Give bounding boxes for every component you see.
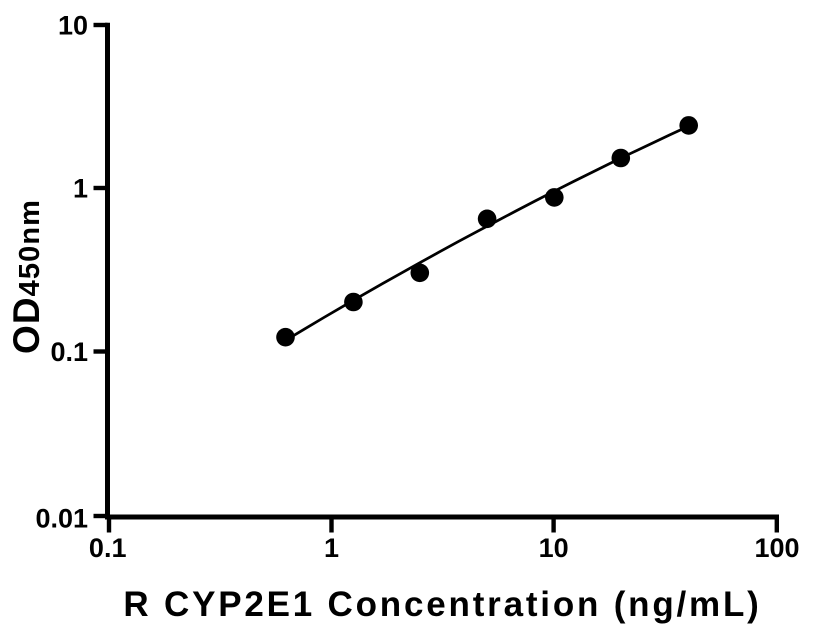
svg-text:R CYP2E1 Concentration (ng/mL): R CYP2E1 Concentration (ng/mL) [123, 585, 761, 624]
svg-text:0.01: 0.01 [35, 504, 88, 534]
svg-text:0.1: 0.1 [89, 533, 127, 563]
svg-text:1: 1 [73, 174, 88, 204]
svg-text:10: 10 [539, 533, 569, 563]
svg-text:10: 10 [58, 11, 88, 41]
svg-text:OD450nm: OD450nm [6, 199, 47, 354]
svg-text:100: 100 [754, 533, 799, 563]
svg-text:0.1: 0.1 [50, 337, 88, 367]
svg-text:1: 1 [324, 533, 339, 563]
